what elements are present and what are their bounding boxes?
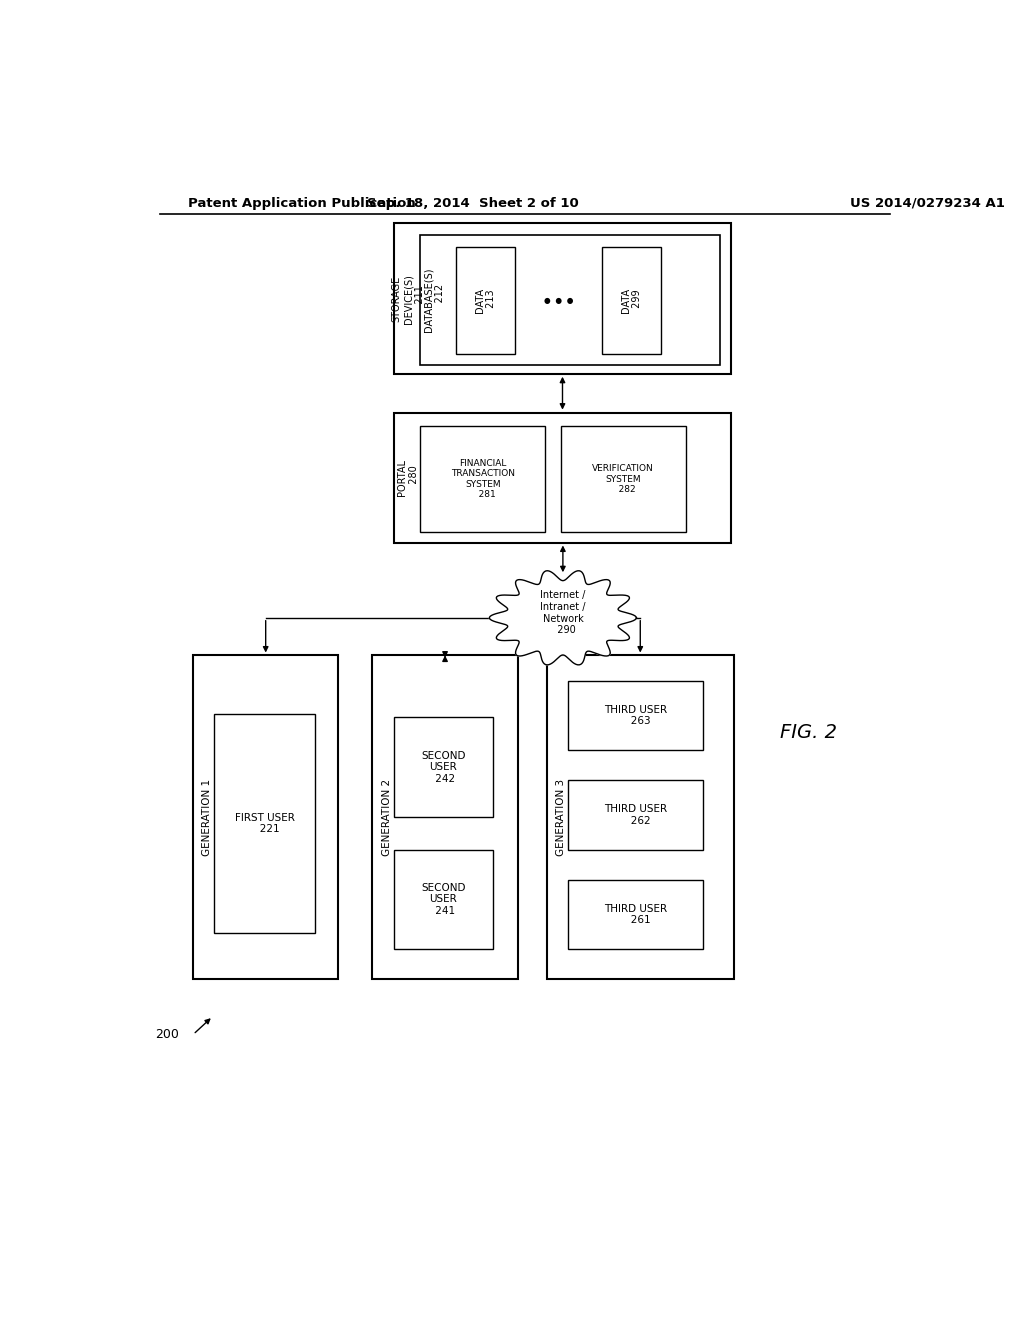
- Text: SECOND
USER
 241: SECOND USER 241: [421, 883, 466, 916]
- Text: STORAGE
DEVICE(S)
   211: STORAGE DEVICE(S) 211: [391, 273, 425, 323]
- Bar: [394, 223, 731, 374]
- Text: THIRD USER
   262: THIRD USER 262: [604, 804, 668, 826]
- Bar: [214, 714, 315, 933]
- Text: VERIFICATION
SYSTEM
   282: VERIFICATION SYSTEM 282: [592, 465, 654, 494]
- Text: Patent Application Publication: Patent Application Publication: [187, 197, 416, 210]
- Text: Sep. 18, 2014  Sheet 2 of 10: Sep. 18, 2014 Sheet 2 of 10: [368, 197, 580, 210]
- Text: FIRST USER
   221: FIRST USER 221: [234, 813, 295, 834]
- Text: PORTAL
  280: PORTAL 280: [397, 459, 419, 496]
- Bar: [373, 656, 518, 978]
- Bar: [420, 235, 720, 364]
- Bar: [547, 656, 733, 978]
- Bar: [394, 718, 494, 817]
- Text: ●  ●  ●: ● ● ●: [544, 296, 573, 305]
- Bar: [602, 247, 662, 354]
- Text: DATA
 299: DATA 299: [621, 288, 642, 313]
- Text: DATABASE(S)
    212: DATABASE(S) 212: [424, 268, 445, 331]
- Polygon shape: [489, 570, 637, 665]
- Bar: [568, 880, 703, 949]
- Bar: [456, 247, 515, 354]
- Text: US 2014/0279234 A1: US 2014/0279234 A1: [850, 197, 1005, 210]
- Bar: [568, 681, 703, 750]
- Text: 200: 200: [155, 1028, 179, 1041]
- Text: THIRD USER
   261: THIRD USER 261: [604, 904, 668, 925]
- Text: SECOND
USER
 242: SECOND USER 242: [421, 751, 466, 784]
- Bar: [568, 780, 703, 850]
- Bar: [560, 426, 686, 532]
- Text: Internet /
Intranet /
Network
  290: Internet / Intranet / Network 290: [540, 590, 586, 635]
- Bar: [394, 413, 731, 543]
- Bar: [194, 656, 338, 978]
- Text: FIG. 2: FIG. 2: [780, 723, 838, 742]
- Bar: [420, 426, 546, 532]
- Text: DATA
 213: DATA 213: [475, 288, 497, 313]
- Text: FINANCIAL
TRANSACTION
SYSTEM
   281: FINANCIAL TRANSACTION SYSTEM 281: [451, 459, 515, 499]
- Text: THIRD USER
   263: THIRD USER 263: [604, 705, 668, 726]
- Text: GENERATION 3: GENERATION 3: [556, 779, 566, 855]
- Text: GENERATION 2: GENERATION 2: [382, 779, 392, 855]
- Bar: [394, 850, 494, 949]
- Text: GENERATION 1: GENERATION 1: [203, 779, 212, 855]
